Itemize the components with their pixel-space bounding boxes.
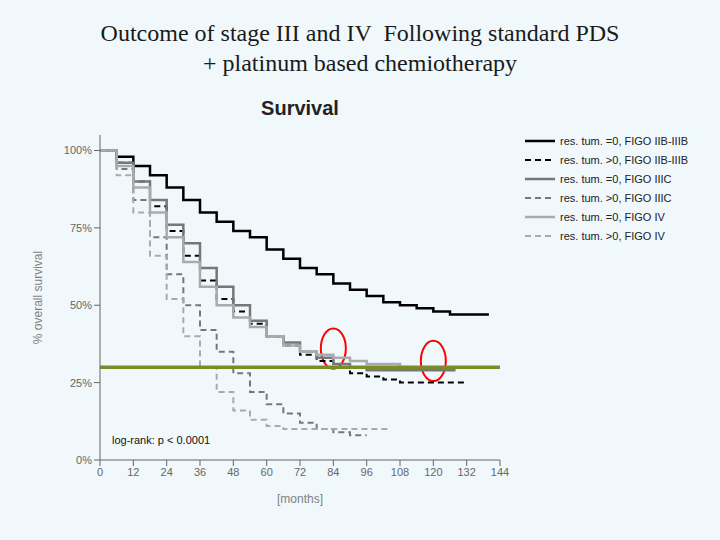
svg-text:25%: 25% [70, 377, 92, 389]
svg-text:84: 84 [327, 466, 339, 478]
html-text:res. tum. >0, FIGO IV: res. tum. >0, FIGO IV [560, 230, 665, 242]
html-text:log-rank: p < 0.0001: log-rank: p < 0.0001 [112, 434, 211, 446]
svg-text:% overall survival: % overall survival [31, 251, 45, 344]
html-text:Outcome of stage III and IV Fo: Outcome of stage III and IV Following st… [100, 20, 620, 46]
html-text:Survival: Survival [261, 97, 339, 119]
svg-text:60: 60 [261, 466, 273, 478]
svg-text:108: 108 [391, 466, 409, 478]
svg-text:12: 12 [127, 466, 139, 478]
svg-text:75%: 75% [70, 222, 92, 234]
svg-text:0%: 0% [76, 454, 92, 466]
svg-text:0: 0 [97, 466, 103, 478]
svg-text:50%: 50% [70, 299, 92, 311]
svg-text:48: 48 [227, 466, 239, 478]
svg-text:100%: 100% [64, 144, 92, 156]
html-text:res. tum. =0, FIGO IIB-IIIB: res. tum. =0, FIGO IIB-IIIB [560, 135, 689, 147]
svg-text:120: 120 [424, 466, 442, 478]
svg-text:24: 24 [161, 466, 173, 478]
html-text:res. tum. =0, FIGO IV: res. tum. =0, FIGO IV [560, 211, 665, 223]
html-text:+ platinum based chemiotherapy: + platinum based chemiotherapy [202, 50, 517, 76]
svg-text:36: 36 [194, 466, 206, 478]
svg-text:72: 72 [294, 466, 306, 478]
html-text:res. tum. =0, FIGO IIIC: res. tum. =0, FIGO IIIC [560, 173, 672, 185]
svg-text:[months]: [months] [277, 492, 323, 506]
html-text:res. tum. >0, FIGO IIB-IIIB: res. tum. >0, FIGO IIB-IIIB [560, 154, 689, 166]
html-text:res. tum. >0, FIGO IIIC: res. tum. >0, FIGO IIIC [560, 192, 672, 204]
svg-text:144: 144 [491, 466, 509, 478]
svg-text:96: 96 [361, 466, 373, 478]
svg-text:132: 132 [457, 466, 475, 478]
